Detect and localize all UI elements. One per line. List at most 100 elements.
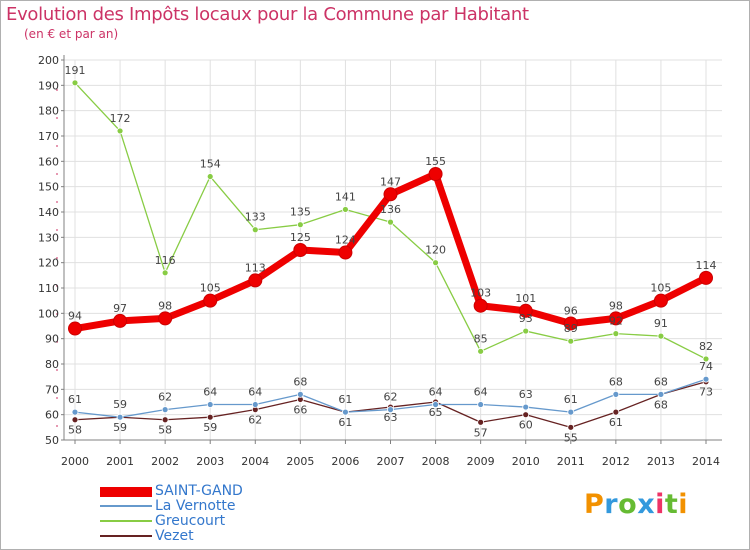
data-point-saint-gand <box>113 313 128 328</box>
data-point-la-vernotte <box>116 413 124 421</box>
y-tick-label: 80 <box>45 358 59 371</box>
data-point-la-vernotte <box>522 403 530 411</box>
x-tick-label: 2008 <box>422 455 450 468</box>
data-point-vezet <box>567 423 575 431</box>
data-label-greucourt: 85 <box>474 332 488 345</box>
legend-label: SAINT-GAND <box>155 483 243 499</box>
x-tick-label: 2012 <box>602 455 630 468</box>
data-label-greucourt: 89 <box>564 322 578 335</box>
data-point-saint-gand <box>518 303 533 318</box>
x-tick-label: 2009 <box>467 455 495 468</box>
x-tick-label: 2013 <box>647 455 675 468</box>
data-point-greucourt <box>161 269 169 277</box>
legend-label: Vezet <box>155 528 194 544</box>
legend-swatch-la-vernotte <box>100 505 152 507</box>
x-tick-label: 2011 <box>557 455 585 468</box>
y-tick-label: 160 <box>38 155 59 168</box>
data-label-la-vernotte: 61 <box>68 393 82 406</box>
series-lines <box>68 79 713 431</box>
data-point-vezet <box>522 411 530 419</box>
y-tick-label: 70 <box>45 383 59 396</box>
x-tick-label: 2014 <box>692 455 720 468</box>
data-point-saint-gand <box>699 270 713 285</box>
brand-letter: i <box>678 489 689 520</box>
data-point-greucourt <box>612 330 620 338</box>
data-label-greucourt: 154 <box>200 158 221 171</box>
grid-lines <box>64 59 722 441</box>
data-point-greucourt <box>387 218 394 226</box>
legend-label: La Vernotte <box>155 498 236 514</box>
data-point-vezet <box>612 408 620 416</box>
data-label-greucourt: 191 <box>65 64 86 77</box>
data-label-la-vernotte: 64 <box>429 386 443 399</box>
data-point-saint-gand <box>563 316 578 331</box>
data-point-greucourt <box>477 347 485 355</box>
data-point-greucourt <box>251 226 259 234</box>
data-label-saint-gand: 105 <box>200 282 221 295</box>
data-point-saint-gand <box>338 245 353 260</box>
data-label-saint-gand: 114 <box>696 259 717 272</box>
data-label-greucourt: 93 <box>519 312 533 325</box>
data-label-vezet: 55 <box>564 431 578 444</box>
brand-letter: t <box>664 489 679 520</box>
data-point-la-vernotte <box>657 390 665 398</box>
data-label-saint-gand: 97 <box>113 302 127 315</box>
data-label-greucourt: 82 <box>699 340 713 353</box>
x-tick-label: 2004 <box>241 455 269 468</box>
data-point-greucourt <box>71 79 79 87</box>
data-label-la-vernotte: 59 <box>113 398 127 411</box>
data-label-saint-gand: 103 <box>470 287 491 300</box>
data-label-la-vernotte: 64 <box>248 386 262 399</box>
data-label-vezet: 59 <box>113 421 127 434</box>
data-label-la-vernotte: 68 <box>609 375 623 388</box>
y-tick-labels: 50 60 70 80 90 100 110 120 130 140 150 160 170 180 190… <box>38 54 59 447</box>
data-label-la-vernotte: 61 <box>338 393 352 406</box>
data-point-vezet <box>71 416 79 424</box>
data-point-vezet <box>477 418 485 426</box>
data-label-vezet: 62 <box>248 414 262 427</box>
data-point-la-vernotte <box>71 408 79 416</box>
data-point-saint-gand <box>68 321 82 336</box>
data-label-greucourt: 120 <box>425 244 446 257</box>
x-tick-label: 2002 <box>151 455 179 468</box>
data-point-la-vernotte <box>251 401 259 408</box>
y-tick-label: 60 <box>45 409 59 422</box>
x-tick-label: 2010 <box>512 455 540 468</box>
data-label-vezet: 60 <box>519 419 533 432</box>
legend-swatch-saint-gand <box>100 487 152 497</box>
data-label-saint-gand: 125 <box>290 231 311 244</box>
y-tick-label: 50 <box>45 434 59 447</box>
data-point-la-vernotte <box>296 390 304 398</box>
y-tick-label: 130 <box>38 231 59 244</box>
data-label-saint-gand: 98 <box>158 299 172 312</box>
data-label-greucourt: 172 <box>110 112 131 125</box>
data-point-saint-gand <box>653 293 668 308</box>
data-point-saint-gand <box>203 293 218 308</box>
data-label-greucourt: 92 <box>609 315 623 328</box>
y-tick-label: 150 <box>38 181 59 194</box>
brand-letter: o <box>618 489 638 520</box>
data-point-saint-gand <box>383 187 398 202</box>
data-label-vezet: 58 <box>68 424 82 437</box>
legend-label: Greucourt <box>155 513 226 529</box>
data-label-vezet: 66 <box>293 403 307 416</box>
data-label-vezet: 61 <box>338 416 352 429</box>
data-label-saint-gand: 124 <box>335 234 356 247</box>
axes <box>56 55 722 444</box>
data-label-vezet: 59 <box>203 421 217 434</box>
data-labels: 94 97 98 105 113 125 124 147 155 103 101 96 98 105 114… <box>65 64 717 445</box>
data-label-greucourt: 91 <box>654 317 668 330</box>
data-label-greucourt: 116 <box>155 254 176 267</box>
data-point-greucourt <box>567 337 575 345</box>
x-tick-label: 2000 <box>61 455 89 468</box>
data-label-saint-gand: 101 <box>515 292 536 305</box>
chart-subtitle: (en € et par an) <box>24 27 119 41</box>
data-point-la-vernotte <box>432 401 439 408</box>
data-label-la-vernotte: 74 <box>699 360 713 373</box>
data-point-greucourt <box>206 173 214 180</box>
y-tick-label: 180 <box>38 105 59 118</box>
x-tick-label: 2005 <box>286 455 314 468</box>
data-label-greucourt: 135 <box>290 206 311 219</box>
data-label-vezet: 73 <box>699 386 713 399</box>
